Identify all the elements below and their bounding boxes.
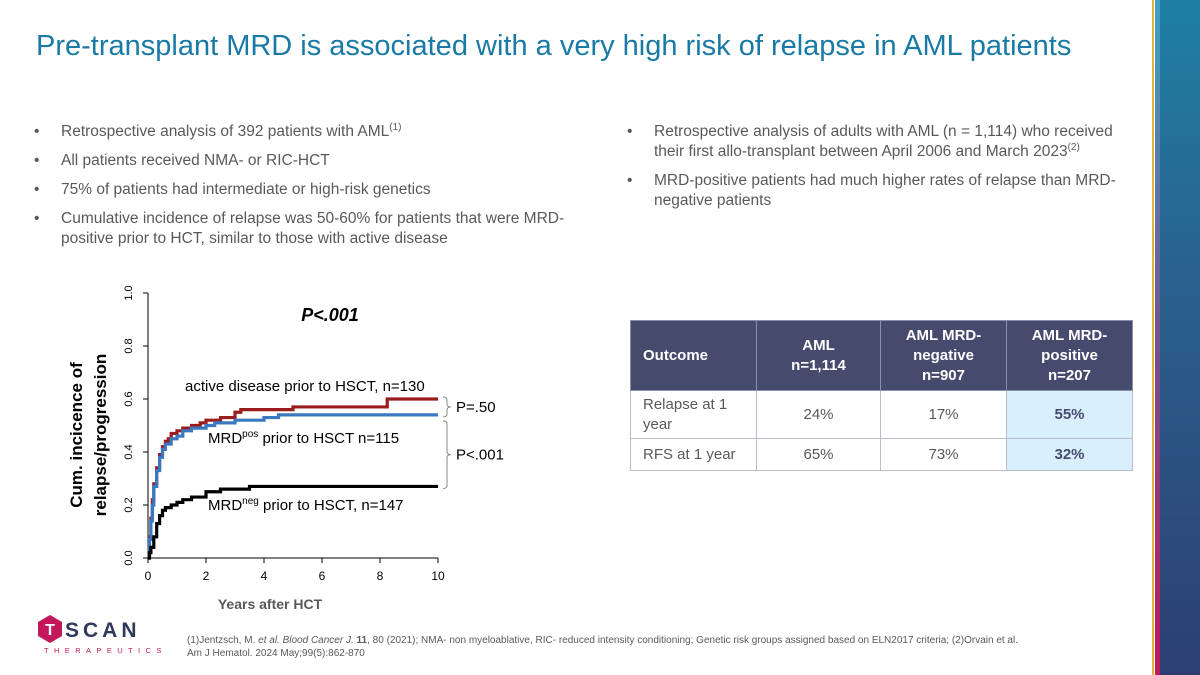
logo-subtitle: THERAPEUTICS (44, 646, 166, 655)
series-label-name: MRD (208, 497, 242, 514)
chart-labels: active disease prior to HSCT, n=130MRDpo… (185, 378, 504, 514)
x-tick-label: 4 (261, 569, 268, 583)
table-header-row: Outcome AML n=1,114 AML MRD-negative n=907 AM… (630, 320, 1133, 391)
footnote-volume: 11 (356, 635, 368, 646)
series-label-sup: neg (242, 496, 259, 507)
y-tick-label: 0.4 (123, 444, 135, 459)
bullet-item: 75% of patients had intermediate or high… (34, 180, 574, 200)
header-line: n=207 (1048, 366, 1091, 384)
x-tick-label: 8 (377, 569, 384, 583)
table-cell: 65% (756, 438, 881, 471)
table-header-cell: Outcome (630, 320, 757, 391)
series-label-1: MRDpos prior to HSCT n=115 (208, 429, 399, 447)
table-cell: 32% (1006, 438, 1133, 471)
header-line: n=907 (922, 366, 965, 384)
x-tick-label: 6 (319, 569, 326, 583)
decorative-sidebar (1152, 0, 1200, 675)
footnote-part: Am J Hematol. 2024 May;99(5):862-870 (187, 648, 365, 659)
x-axis-label: Years after HCT (218, 596, 323, 612)
chart-axes: 0 2 4 6 8 10 0.0 0.2 0.4 0.6 0.8 1.0 (123, 285, 445, 583)
bullet-item: Retrospective analysis of adults with AM… (627, 122, 1147, 162)
bullet-item: Retrospective analysis of 392 patients w… (34, 122, 574, 142)
bullet-item: All patients received NMA- or RIC-HCT (34, 151, 574, 171)
header-line: AML MRD- (905, 326, 982, 344)
x-tick-label: 10 (431, 569, 445, 583)
bullet-reference: (2) (1067, 142, 1080, 153)
chart-series (147, 397, 438, 560)
table-cell: RFS at 1 year (630, 438, 757, 471)
table-body: Relapse at 1 year 24% 17% 55% RFS at 1 year 6… (630, 390, 1133, 471)
logo-wordmark: SCAN (65, 619, 141, 642)
logo-t-letter: T (45, 622, 55, 639)
right-bullet-list: Retrospective analysis of adults with AM… (627, 122, 1147, 220)
series-label-suffix: prior to HSCT, n=147 (259, 497, 404, 514)
series-label-suffix: prior to HSCT n=115 (258, 430, 399, 447)
bullet-text: All patients received NMA- or RIC-HCT (61, 152, 330, 169)
bracket-upper (442, 396, 452, 418)
tscan-logo: T SCAN THERAPEUTICS (38, 615, 166, 655)
header-line: Outcome (643, 346, 709, 364)
header-line: AML (802, 336, 835, 354)
series-line-0 (147, 397, 438, 560)
bracket-p-value: P<.001 (456, 447, 504, 464)
table-cell: 55% (1006, 390, 1133, 439)
table-header-cell: AML n=1,114 (756, 320, 881, 391)
bullet-reference: (1) (389, 122, 402, 133)
series-label-name: MRD (208, 430, 242, 447)
table-cell: 24% (756, 390, 881, 439)
x-tick-label: 2 (203, 569, 210, 583)
series-label-name: active disease prior to HSCT, n=130 (185, 378, 425, 395)
y-tick-label: 1.0 (123, 285, 135, 300)
bullet-text: Cumulative incidence of relapse was 50-6… (61, 210, 565, 247)
table-cell: Relapse at 1 year (630, 390, 757, 439)
footnote: (1)Jentzsch, M. et al. Blood Cancer J. 1… (187, 634, 1067, 660)
outcome-table: Outcome AML n=1,114 AML MRD-negative n=907 AM… (630, 320, 1133, 471)
left-bullet-list: Retrospective analysis of 392 patients w… (34, 122, 574, 258)
table-header-cell: AML MRD-positive n=207 (1006, 320, 1133, 391)
y-tick-label: 0.8 (123, 338, 135, 353)
logo-hexagon-icon (38, 615, 62, 643)
y-tick-label: 0.0 (123, 550, 135, 565)
header-line: n=1,114 (791, 356, 846, 374)
series-line-2 (147, 484, 438, 560)
header-line: negative (913, 346, 974, 364)
bullet-item: Cumulative incidence of relapse was 50-6… (34, 209, 574, 249)
table-cell: 17% (880, 390, 1007, 439)
bullet-text: Retrospective analysis of adults with AM… (654, 123, 1113, 160)
footnote-part: , 80 (2021); NMA- non myeloablative, RIC… (367, 635, 1018, 646)
bullet-item: MRD-positive patients had much higher ra… (627, 171, 1147, 211)
table-cell: 73% (880, 438, 1007, 471)
header-line: AML MRD- (1031, 326, 1108, 344)
cumulative-incidence-chart: 0 2 4 6 8 10 0.0 0.2 0.4 0.6 0.8 1.0 active disease… (67, 285, 504, 612)
y-axis-label-line1: Cum. incicence of (67, 362, 86, 508)
table-row: Relapse at 1 year 24% 17% 55% (630, 390, 1133, 439)
series-line-1 (147, 413, 438, 560)
bracket-p-value: P=.50 (456, 399, 496, 416)
series-label-sup: pos (242, 429, 258, 440)
footnote-part: (1)Jentzsch, M. (187, 635, 259, 646)
bracket-lower (442, 420, 452, 489)
chart-main-p-value: P<.001 (301, 305, 359, 325)
table-header-cell: AML MRD-negative n=907 (880, 320, 1007, 391)
page-title: Pre-transplant MRD is associated with a … (36, 30, 1072, 62)
bullet-text: 75% of patients had intermediate or high… (61, 181, 431, 198)
header-line: positive (1041, 346, 1098, 364)
bullet-text: Retrospective analysis of 392 patients w… (61, 123, 390, 140)
footnote-journal: et al. Blood Cancer J. (258, 635, 354, 646)
bullet-text: MRD-positive patients had much higher ra… (654, 172, 1116, 209)
y-tick-label: 0.2 (123, 497, 135, 512)
series-label-2: MRDneg prior to HSCT, n=147 (208, 496, 404, 514)
table-row: RFS at 1 year 65% 73% 32% (630, 438, 1133, 471)
y-tick-label: 0.6 (123, 391, 135, 406)
series-label-0: active disease prior to HSCT, n=130 (185, 378, 425, 395)
y-axis-label-line2: relapse/progression (91, 354, 110, 517)
x-tick-label: 0 (145, 569, 152, 583)
